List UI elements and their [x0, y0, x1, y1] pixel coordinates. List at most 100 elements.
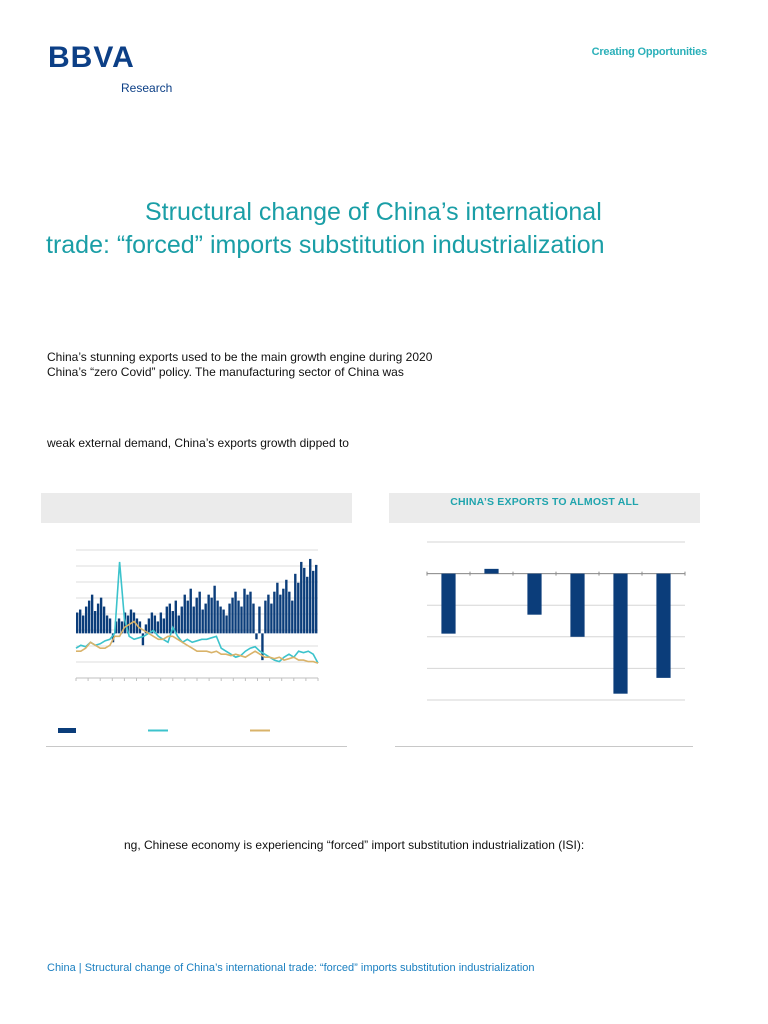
chart-bar [570, 573, 585, 637]
chart-bar [270, 603, 273, 634]
chart-bar [87, 600, 91, 634]
chart-bar [153, 615, 157, 634]
chart-bar [285, 579, 288, 634]
chart-bar [294, 573, 297, 634]
paragraph-1-line-2: China’s “zero Covid” policy. The manufac… [47, 365, 404, 379]
chart-bar [99, 597, 103, 634]
title-line-1: Structural change of China’s internation… [145, 198, 602, 226]
chart-bar [249, 591, 252, 634]
chart-bar [189, 588, 192, 634]
chart-bar [177, 615, 180, 634]
chart-bar [195, 597, 198, 634]
chart-bar [300, 561, 303, 634]
chart-bar [105, 615, 109, 634]
chart-bar [288, 591, 291, 634]
chart-bar [282, 588, 285, 634]
right-chart-header: CHINA’S EXPORTS TO ALMOST ALL [389, 493, 700, 523]
legend-swatch-bars [58, 728, 76, 733]
left-chart-baseline [46, 746, 347, 747]
chart-bar [252, 603, 255, 634]
chart-bar [96, 603, 100, 634]
chart-bar [180, 606, 183, 634]
chart-bar [150, 612, 154, 634]
chart-bar [198, 591, 201, 634]
chart-bar [228, 603, 231, 634]
chart-bar [102, 606, 106, 634]
chart-bar [306, 576, 309, 634]
chart-bar [219, 606, 222, 634]
bbva-logo: BBVA Research [48, 41, 172, 96]
chart-bar [309, 558, 312, 634]
chart-bar [243, 588, 246, 634]
chart-bar [192, 606, 195, 634]
tagline: Creating Opportunities [591, 46, 708, 58]
chart-bar [264, 600, 267, 634]
series-line-gold [76, 620, 319, 664]
chart-bar [108, 618, 112, 634]
right-chart-baseline [395, 746, 693, 747]
page-footer: China | Structural change of China’s int… [47, 962, 535, 974]
chart-bar [276, 582, 279, 634]
chart-bar [93, 611, 97, 634]
chart-bar [255, 633, 258, 640]
chart-bar [441, 573, 456, 634]
chart-bar [90, 594, 94, 634]
chart-bar [81, 615, 85, 634]
chart-bar [246, 594, 249, 634]
series-line-teal [75, 561, 319, 664]
paragraph-1-line-1: China’s stunning exports used to be the … [47, 350, 433, 364]
chart-bar [186, 600, 189, 634]
chart-bar [168, 603, 172, 634]
chart-bar [240, 606, 243, 634]
chart-bar [147, 618, 151, 634]
paragraph-3-line-1: ng, Chinese economy is experiencing “for… [124, 838, 585, 852]
right-chart-title: CHINA’S EXPORTS TO ALMOST ALL [450, 496, 639, 508]
page-title: Structural change of China’s internation… [46, 196, 726, 262]
chart-bar [201, 609, 204, 634]
chart-bar [527, 573, 542, 615]
chart-bar [303, 567, 306, 634]
chart-bar [78, 609, 82, 634]
chart-bar [261, 633, 264, 661]
right-chart-plot [426, 541, 686, 701]
chart-bar [237, 600, 240, 634]
chart-bar [312, 570, 315, 634]
chart-bar [258, 606, 261, 634]
chart-bar [225, 615, 228, 634]
chart-bar [222, 609, 225, 634]
chart-bar [117, 618, 121, 634]
chart-bar [613, 573, 628, 694]
title-line-2: trade: “forced” imports substitution ind… [46, 231, 605, 259]
chart-bar [207, 594, 210, 634]
chart-bar [234, 591, 237, 634]
left-chart-header [41, 493, 352, 523]
chart-bar [297, 582, 300, 634]
chart-bar [76, 612, 79, 634]
chart-bar [144, 624, 148, 634]
chart-bar [114, 621, 118, 634]
logo-subtitle: Research [121, 81, 173, 95]
chart-bar [315, 564, 318, 634]
chart-bar [141, 633, 145, 646]
paragraph-2-line-1: weak external demand, China’s exports gr… [47, 436, 349, 450]
chart-bar [216, 600, 219, 634]
chart-bar [484, 568, 499, 574]
chart-bar [159, 612, 163, 634]
chart-bar [84, 606, 88, 634]
chart-bar [267, 594, 270, 634]
chart-bar [156, 621, 160, 634]
chart-bar [231, 597, 234, 634]
left-chart-plot [58, 549, 319, 733]
chart-bar [204, 603, 207, 634]
chart-bar [656, 573, 671, 678]
chart-bar [132, 612, 136, 634]
chart-bar [279, 594, 282, 634]
chart-bar [174, 600, 177, 634]
chart-bar [162, 618, 166, 634]
chart-bar [171, 611, 174, 634]
chart-bar [120, 621, 124, 634]
chart-bar [165, 606, 169, 634]
chart-bar [210, 597, 213, 634]
logo-wordmark: BBVA [48, 41, 135, 74]
chart-bar [129, 609, 133, 634]
